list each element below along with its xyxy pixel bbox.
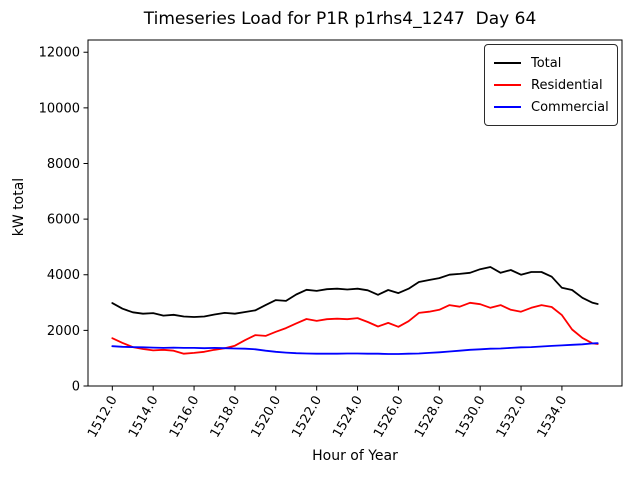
x-tick-label: 1514.0 bbox=[126, 394, 162, 441]
residential-line bbox=[111, 301, 599, 355]
y-tick-label: 2000 bbox=[47, 324, 80, 339]
commercial-line bbox=[111, 342, 599, 355]
total-line bbox=[111, 266, 599, 318]
y-tick-label: 0 bbox=[72, 380, 80, 395]
x-tick-label: 1522.0 bbox=[289, 394, 325, 441]
y-tick-label: 12000 bbox=[39, 46, 80, 61]
x-tick-label: 1518.0 bbox=[208, 394, 244, 441]
x-tick-label: 1530.0 bbox=[453, 394, 489, 441]
x-axis-label: Hour of Year bbox=[312, 448, 398, 464]
x-tick-label: 1520.0 bbox=[249, 394, 285, 441]
y-tick-label: 8000 bbox=[47, 157, 80, 172]
commercial-line-swatch bbox=[494, 106, 521, 108]
y-tick-label: 4000 bbox=[47, 268, 80, 283]
y-tick-label: 10000 bbox=[39, 101, 80, 116]
x-tick-label: 1528.0 bbox=[412, 394, 448, 441]
x-tick-label: 1524.0 bbox=[330, 394, 366, 441]
legend-item-residential: Residential bbox=[494, 74, 617, 96]
x-tick-label: 1516.0 bbox=[167, 394, 203, 441]
y-tick-label: 6000 bbox=[47, 213, 80, 228]
legend-item-total: Total bbox=[494, 52, 617, 74]
x-tick-label: 1534.0 bbox=[535, 394, 571, 441]
x-tick-label: 1512.0 bbox=[85, 394, 121, 441]
total-line-swatch bbox=[494, 62, 521, 64]
legend: Total Residential Commercial bbox=[484, 44, 618, 126]
x-tick-label: 1526.0 bbox=[371, 394, 407, 441]
residential-line-swatch bbox=[494, 84, 521, 86]
legend-label-total: Total bbox=[531, 55, 562, 71]
chart-title: Timeseries Load for P1R p1rhs4_1247 Day … bbox=[143, 9, 537, 29]
y-axis-label: kW total bbox=[11, 177, 27, 237]
legend-item-commercial: Commercial bbox=[494, 96, 617, 118]
legend-label-residential: Residential bbox=[531, 77, 603, 93]
axes-frame bbox=[87, 39, 623, 387]
legend-label-commercial: Commercial bbox=[531, 99, 609, 115]
x-tick-label: 1532.0 bbox=[494, 394, 530, 441]
